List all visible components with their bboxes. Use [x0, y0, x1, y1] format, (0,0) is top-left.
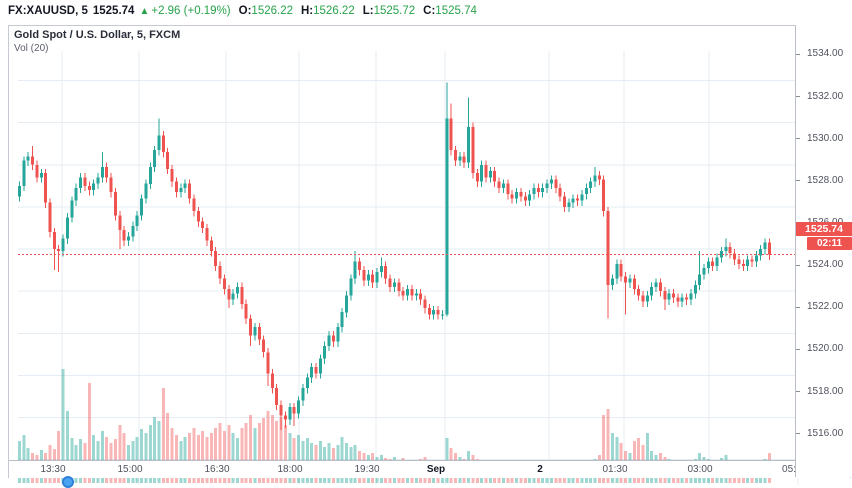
price-axis-label: 1518.00 [807, 385, 844, 397]
bar-countdown-badge: 02:11 [807, 236, 852, 250]
close-value: 1525.74 [435, 5, 477, 17]
chart-container: 13:30 15:00 16:30 18:00 19:30 Sep 2 01:30 03:00 0… [8, 25, 851, 485]
price-axis-label: 1516.00 [807, 427, 844, 439]
price-axis-tick [796, 264, 800, 266]
low-value: 1525.72 [373, 5, 416, 17]
last-price-badge: 1525.74 [796, 221, 852, 236]
price-axis-tick [796, 96, 800, 98]
price-axis[interactable]: 1525.74 02:11 1516.00 1518.00 1520.00 1522.… [795, 25, 852, 477]
high-value: 1526.22 [313, 5, 355, 17]
up-arrow-icon: ▲ [139, 6, 150, 17]
close-label: C: [423, 5, 436, 17]
price-axis-tick [796, 53, 800, 55]
price-axis-label: 1524.00 [807, 259, 844, 271]
price-axis-tick [796, 391, 800, 393]
time-axis-label: 2 [537, 464, 543, 475]
time-axis-label: 18:00 [277, 464, 303, 475]
last-price: 1525.74 [92, 5, 135, 17]
price-axis-label: 1534.00 [807, 48, 844, 60]
chart-legend: Gold Spot / U.S. Dollar, 5, FXCM Vol (20… [14, 29, 180, 54]
price-axis-label: 1522.00 [807, 301, 844, 313]
time-axis[interactable]: 13:30 15:00 16:30 18:00 19:30 Sep 2 01:30 03:00 0… [9, 460, 850, 478]
time-axis-label: 01:30 [602, 464, 628, 475]
symbol-info-bar: FX:XAUUSD, 5 1525.74 ▲ +2.96 (+0.19%) O:1526… [8, 3, 477, 20]
price-axis-tick [796, 348, 800, 350]
price-axis-tick [796, 180, 800, 182]
price-axis-label: 1520.00 [807, 343, 844, 355]
price-axis-label: 1532.00 [807, 90, 844, 102]
time-axis-label: 19:30 [354, 464, 380, 475]
candles [18, 82, 771, 431]
gridlines [18, 51, 804, 485]
time-axis-label: 16:30 [204, 464, 230, 475]
price-chart-svg[interactable] [18, 51, 804, 485]
tradingview-logo-dot[interactable] [62, 476, 74, 488]
legend-symbol-title[interactable]: Gold Spot / U.S. Dollar, 5, FXCM [14, 29, 181, 41]
price-axis-tick [796, 433, 800, 435]
open-value: 1526.22 [251, 5, 293, 17]
time-axis-label: 15:00 [117, 464, 143, 475]
time-axis-label: 03:00 [687, 464, 713, 475]
price-change: +2.96 (+0.19%) [151, 5, 231, 17]
time-axis-label: 05: [782, 464, 796, 475]
price-axis-label: 1530.00 [807, 132, 844, 144]
open-label: O: [238, 5, 252, 17]
time-axis-label: Sep [426, 464, 446, 475]
high-label: H: [301, 5, 314, 17]
price-axis-tick [796, 306, 800, 308]
time-axis-label: 13:30 [40, 464, 66, 475]
low-label: L: [362, 5, 374, 17]
legend-volume-indicator[interactable]: Vol (20) [14, 43, 49, 54]
symbol-name: FX:XAUUSD, 5 [8, 5, 88, 17]
price-axis-tick [796, 138, 800, 140]
price-axis-label: 1528.00 [807, 174, 844, 186]
